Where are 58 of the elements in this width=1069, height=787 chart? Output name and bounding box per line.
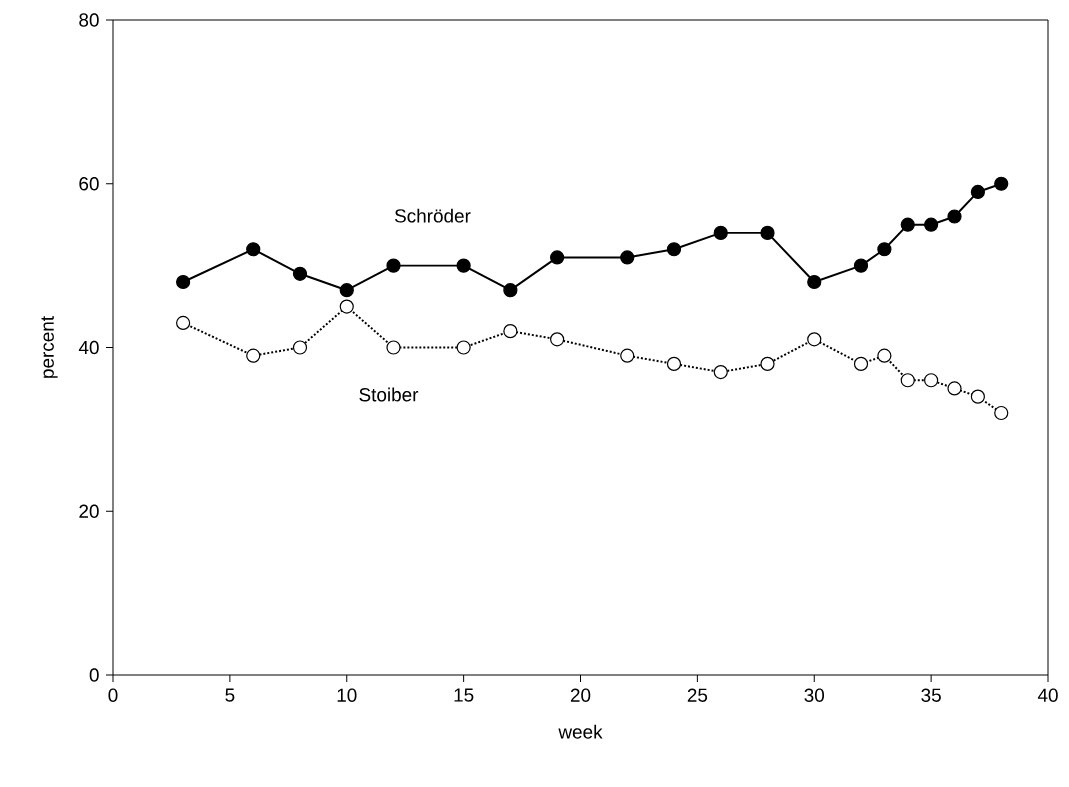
point — [246, 242, 261, 257]
point — [877, 348, 892, 363]
point — [386, 340, 401, 355]
point — [853, 258, 869, 273]
x-axis-title: week — [558, 724, 603, 739]
point — [503, 283, 518, 298]
y-tick-label: 0 — [89, 668, 99, 682]
x-tick-label: 20 — [570, 688, 591, 702]
point — [970, 389, 985, 404]
text: Stoiber — [359, 387, 419, 402]
point — [877, 242, 892, 257]
point — [994, 176, 1009, 191]
point — [807, 332, 822, 347]
x-tick-label: 15 — [454, 688, 474, 702]
point — [666, 356, 682, 371]
y-tick-label: 20 — [79, 504, 99, 518]
point — [666, 242, 682, 257]
point — [947, 381, 962, 396]
point — [807, 274, 822, 290]
point — [947, 209, 962, 224]
point — [853, 356, 869, 371]
point — [900, 217, 915, 232]
point — [292, 340, 308, 355]
point — [924, 217, 939, 232]
point — [994, 405, 1009, 421]
point — [176, 315, 191, 331]
point — [620, 348, 635, 363]
point — [970, 184, 985, 200]
point — [292, 266, 308, 281]
point — [924, 373, 939, 388]
y-tick-label: 80 — [79, 13, 99, 27]
point — [246, 348, 261, 363]
y-axis-title: percent — [41, 316, 58, 378]
point — [713, 364, 728, 380]
point — [386, 258, 401, 273]
point — [620, 250, 635, 265]
x-tick-label: 25 — [687, 688, 708, 702]
point — [550, 250, 565, 265]
x-tick-label: 35 — [921, 688, 941, 702]
x-tick-label: 0 — [108, 688, 118, 702]
point — [760, 225, 775, 240]
y-tick-label: 40 — [78, 340, 99, 355]
point — [339, 283, 354, 298]
series-label: Schröder — [394, 208, 471, 223]
y-tick-label: 60 — [79, 177, 99, 191]
x-tick-label: 40 — [1037, 688, 1058, 702]
point — [550, 332, 565, 347]
point — [339, 299, 354, 314]
point — [503, 324, 518, 339]
x-tick-label: 5 — [225, 688, 235, 702]
point — [176, 274, 191, 290]
point — [713, 225, 728, 240]
x-tick-label: 30 — [804, 688, 825, 702]
point — [760, 356, 775, 371]
x-tick-label: 10 — [337, 688, 357, 702]
point — [900, 373, 915, 388]
point — [456, 258, 471, 273]
point — [456, 340, 471, 355]
